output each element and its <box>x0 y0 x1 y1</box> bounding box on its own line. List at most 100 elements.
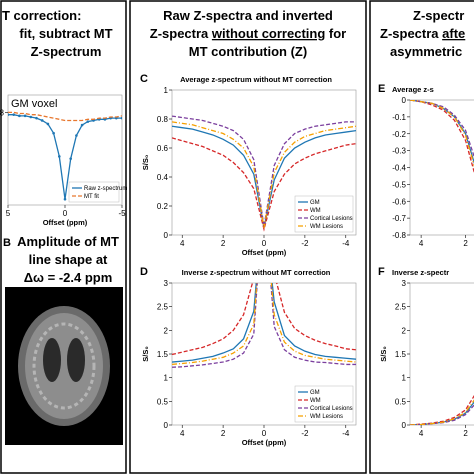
heading-text: Z-spectr <box>413 8 464 23</box>
plot-area <box>8 111 122 201</box>
legend-label: WM <box>310 398 321 404</box>
plot-area <box>172 115 356 232</box>
y-tick-label: 0.8 <box>157 115 169 124</box>
x-axis-label: Offset (ppm) <box>43 218 88 227</box>
plot-area <box>172 283 356 368</box>
y-tick-label: 2.5 <box>395 303 407 312</box>
y-tick-label: -0.8 <box>392 231 406 240</box>
heading-text: Z-spectrum <box>31 44 102 59</box>
heading-line: Z-spectr <box>413 8 464 23</box>
y-tick-label: 1 <box>402 374 407 383</box>
heading-text: without correcting <box>211 26 325 41</box>
y-tick-label: -0.4 <box>392 164 406 173</box>
plot-frame <box>409 282 474 426</box>
series-line <box>172 283 356 356</box>
point <box>29 115 33 119</box>
y-tick-label: 3 <box>164 279 169 288</box>
heading-line: MT contribution (Z) <box>189 44 307 59</box>
series-line <box>172 283 356 366</box>
series-line <box>172 121 356 228</box>
x-tick-label: 2 <box>463 429 468 438</box>
point <box>18 114 21 118</box>
point <box>12 113 15 116</box>
heading-text: afte <box>442 26 465 41</box>
chart-title: Inverse z-spectrum without MT correction <box>182 268 331 277</box>
x-tick-label: 5 <box>6 209 11 218</box>
panel-b-line: Amplitude of MT <box>17 234 119 249</box>
right-frame <box>369 0 474 474</box>
y-tick-label: -0.3 <box>392 147 406 156</box>
heading-line: Z-spectrum <box>31 44 102 59</box>
point <box>86 120 90 123</box>
y-tick-label: 2 <box>402 326 407 335</box>
y-tick-label: -0.1 <box>392 113 406 122</box>
heading-line: Z-spectra without correcting for <box>150 26 346 41</box>
legend-label: Cortical Lesions <box>310 216 353 222</box>
y-tick-label: 1 <box>164 374 169 383</box>
x-tick-label: -2 <box>301 429 309 438</box>
point <box>8 113 10 116</box>
point <box>75 134 78 137</box>
point <box>80 123 84 127</box>
y-tick-label: 2 <box>164 326 169 335</box>
point <box>120 116 122 120</box>
x-tick-label: 4 <box>180 239 185 248</box>
chart-title: Average z-s <box>392 85 434 94</box>
y-tick-label: 0.5 <box>395 397 407 406</box>
series-line <box>410 100 474 168</box>
point <box>69 157 72 160</box>
y-tick-label: 0 <box>402 421 407 430</box>
x-tick-label: 0 <box>63 209 68 218</box>
series-line <box>172 283 356 363</box>
y-axis-label: S/S₀ <box>379 346 388 361</box>
y-tick-label: 1 <box>164 86 169 95</box>
y-tick-label: 3 <box>402 279 407 288</box>
legend-box <box>68 181 120 203</box>
y-tick-label: 0.5 <box>157 397 169 406</box>
legend-label: MT fit <box>84 194 99 200</box>
point <box>63 197 67 201</box>
legend-label: WM <box>310 208 321 214</box>
heading-line: T correction: <box>2 8 81 23</box>
left-frame <box>0 0 127 474</box>
x-tick-label: 2 <box>221 239 226 248</box>
series-line <box>8 111 122 122</box>
series-line <box>410 399 474 425</box>
panel-letter: F <box>378 266 385 278</box>
legend-label: WM Lesions <box>310 414 343 420</box>
legend-label: GM <box>310 390 320 396</box>
x-tick-label: -2 <box>301 239 309 248</box>
y-tick-label: 0.2 <box>157 202 169 211</box>
series-line <box>172 115 356 227</box>
legend-label: GM <box>310 200 320 206</box>
chart-title: Average z-spectrum without MT correction <box>180 75 332 84</box>
series-line <box>172 283 356 368</box>
heading-text: Z-spectra <box>150 26 212 41</box>
heading-line: asymmetric <box>390 44 462 59</box>
heading-text: fit, subtract MT <box>19 26 112 41</box>
series-line <box>172 137 356 232</box>
y-tick-label: 0.6 <box>157 144 169 153</box>
y-tick-label: 0 <box>164 231 169 240</box>
x-tick-label: 4 <box>419 429 424 438</box>
point <box>46 122 50 126</box>
y-tick-label: -0.6 <box>392 197 406 206</box>
x-tick-label: 2 <box>463 239 468 248</box>
y-tick-label: 2.5 <box>157 303 169 312</box>
point <box>58 155 61 158</box>
y-tick-label: 0 <box>164 421 169 430</box>
heading-text: Z-spectra <box>380 26 442 41</box>
point <box>40 119 44 122</box>
series-line <box>410 394 474 425</box>
legend-label: Cortical Lesions <box>310 406 353 412</box>
plot-area <box>410 394 474 425</box>
x-tick-label: 0 <box>262 429 267 438</box>
heading-line: Z-spectra afte <box>380 26 465 41</box>
x-tick-label: -4 <box>342 429 350 438</box>
heading-text: asymmetric <box>390 44 462 59</box>
y-tick-label: 1.5 <box>157 350 169 359</box>
middle-frame <box>129 0 367 474</box>
x-tick-label: 4 <box>419 239 424 248</box>
plot-area <box>410 100 474 174</box>
